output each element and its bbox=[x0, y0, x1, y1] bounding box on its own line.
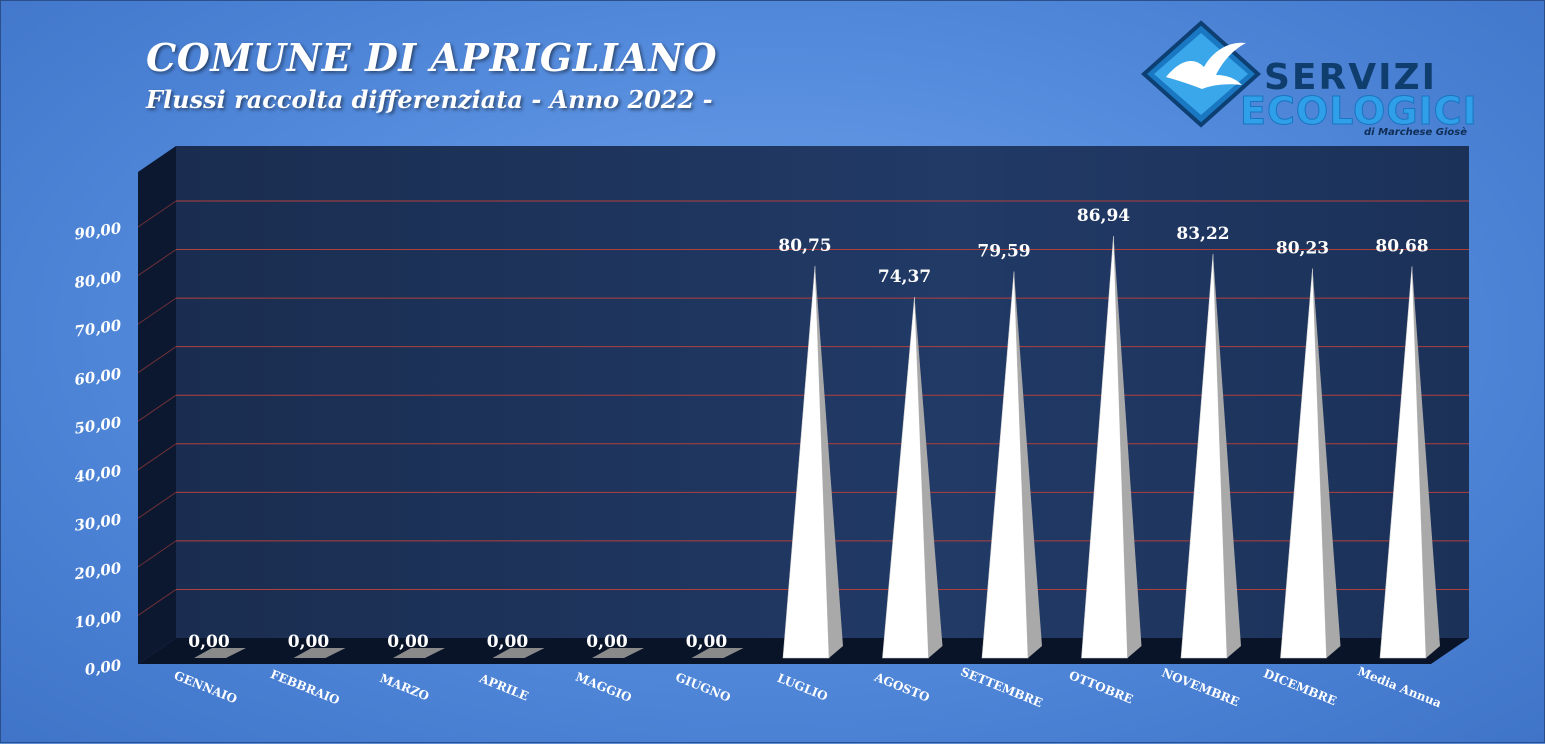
bar-flat bbox=[592, 648, 644, 658]
data-labels: 0,00 0,00 0,00 0,00 0,00 0,00 80,75 74,37 79,59 8… bbox=[188, 206, 1428, 652]
bar-flat bbox=[194, 648, 246, 658]
data-label: 80,23 bbox=[1276, 238, 1329, 258]
x-tick-label: NOVEMBRE bbox=[1160, 665, 1241, 709]
x-tick-label: Media Annua bbox=[1356, 664, 1444, 710]
x-tick-label: LUGLIO bbox=[775, 671, 829, 704]
gridline-side bbox=[137, 249, 177, 276]
data-label: 86,94 bbox=[1077, 206, 1130, 226]
logo-word-ecologici: ECOLOGICI bbox=[1240, 89, 1478, 134]
data-label: 79,59 bbox=[977, 242, 1030, 262]
bar-side-face bbox=[1014, 271, 1042, 658]
bar-side-face bbox=[815, 265, 843, 658]
data-label: 0,00 bbox=[288, 632, 330, 652]
gridline-side bbox=[137, 589, 177, 616]
logo-tagline: di Marchese Giosè bbox=[1364, 127, 1467, 138]
x-tick-label: OTTOBRE bbox=[1067, 668, 1135, 706]
bar-flat bbox=[691, 648, 744, 658]
y-tick-label: 80,00 bbox=[73, 268, 123, 292]
x-tick-label: MARZO bbox=[378, 671, 431, 703]
bar-side-face bbox=[1213, 253, 1241, 659]
x-tick-label: FEBBRAIO bbox=[268, 667, 341, 707]
x-tick-label: GIUGNO bbox=[673, 670, 732, 705]
chart-subtitle: Flussi raccolta differenziata - Anno 202… bbox=[146, 85, 713, 114]
bar-side-face bbox=[914, 296, 943, 658]
data-label: 74,37 bbox=[878, 267, 931, 287]
x-tick-label: AGOSTO bbox=[872, 670, 932, 705]
y-tick-label: 50,00 bbox=[73, 413, 123, 437]
y-tick-label: 10,00 bbox=[73, 607, 123, 631]
data-label: 0,00 bbox=[387, 632, 429, 652]
y-tick-label: 60,00 bbox=[73, 365, 123, 389]
bar-flat bbox=[393, 648, 445, 658]
gridline-side bbox=[137, 540, 177, 568]
data-label: 83,22 bbox=[1176, 224, 1229, 244]
x-tick-label: APRILE bbox=[477, 671, 531, 704]
chart-title: COMUNE DI APRIGLIANO bbox=[146, 35, 718, 80]
gridline-side bbox=[137, 346, 177, 374]
gridline-side bbox=[137, 297, 177, 325]
gridline-side bbox=[137, 200, 177, 228]
gridline-side bbox=[137, 394, 177, 422]
data-label: 80,75 bbox=[778, 236, 831, 256]
data-label: 0,00 bbox=[188, 632, 230, 652]
y-tick-label: 20,00 bbox=[72, 559, 123, 584]
x-tick-label: GENNAIO bbox=[172, 668, 239, 706]
company-logo: SERVIZI ECOLOGICI di Marchese Giosè bbox=[1136, 19, 1478, 149]
logo-word-servizi: SERVIZI bbox=[1264, 57, 1437, 98]
y-tick-label: 0,00 bbox=[84, 656, 123, 679]
x-tick-label: MAGGIO bbox=[573, 670, 633, 705]
bar-flat bbox=[492, 648, 545, 658]
y-axis: 0,00 10,00 20,00 30,00 40,00 50,00 60,00 70,00 8… bbox=[72, 219, 123, 679]
data-label: 80,68 bbox=[1375, 236, 1428, 256]
x-axis: GENNAIO FEBBRAIO MARZO APRILE MAGGIO GIUGNO LU… bbox=[172, 664, 1444, 710]
seagull-icon bbox=[1141, 20, 1261, 128]
gridline-side bbox=[137, 443, 177, 471]
x-tick-label: DICEMBRE bbox=[1262, 666, 1339, 708]
bar-side-face bbox=[1312, 268, 1341, 658]
bars bbox=[194, 235, 1440, 659]
y-tick-label: 90,00 bbox=[73, 219, 123, 243]
y-tick-label: 40,00 bbox=[73, 462, 123, 486]
data-label: 0,00 bbox=[487, 632, 529, 652]
data-label: 0,00 bbox=[686, 632, 728, 652]
bar-side-face bbox=[1113, 235, 1142, 658]
data-label: 0,00 bbox=[586, 632, 628, 652]
gridline-side bbox=[137, 491, 177, 519]
bar-front-face bbox=[1081, 235, 1128, 659]
y-tick-label: 70,00 bbox=[73, 316, 123, 340]
x-tick-label: SETTEMBRE bbox=[959, 665, 1045, 711]
bar-flat bbox=[293, 648, 346, 658]
y-tick-label: 30,00 bbox=[73, 510, 123, 534]
bar-side-face bbox=[1412, 266, 1440, 658]
side-wall bbox=[138, 146, 176, 664]
